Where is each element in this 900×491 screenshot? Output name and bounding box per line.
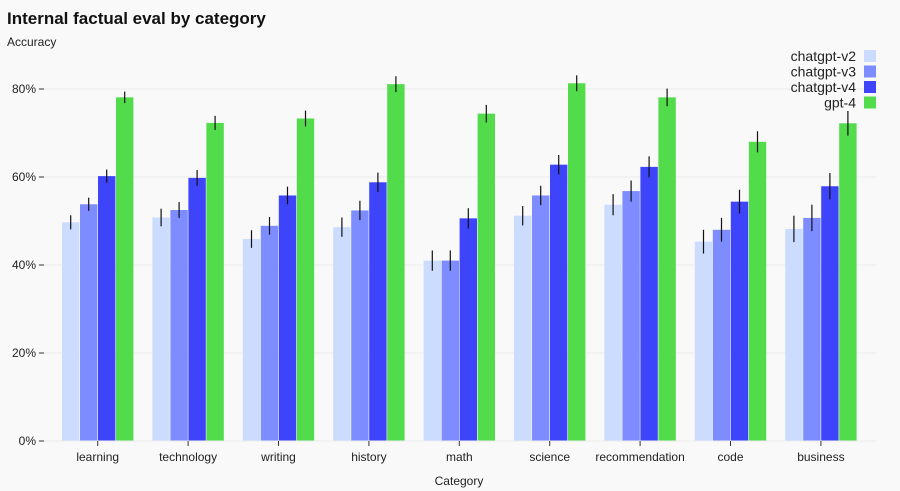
bar-chatgpt-v4-technology: [188, 177, 206, 441]
bar-chatgpt-v3-code: [712, 229, 731, 441]
error-bars: [70, 75, 849, 271]
bar-chatgpt-v2-history: [333, 227, 351, 441]
bar-chatgpt-v2-writing: [242, 239, 261, 441]
bar-chatgpt-v4-math: [459, 218, 477, 441]
legend-swatch-chatgpt-v4: [864, 81, 876, 93]
bar-chatgpt-v3-writing: [260, 225, 279, 441]
x-tick-label: history: [351, 450, 386, 464]
legend-swatch-chatgpt-v3: [864, 65, 876, 78]
bar-chatgpt-v4-writing: [278, 195, 297, 441]
x-tick-label: writing: [260, 450, 296, 464]
bar-chatgpt-v2-learning: [62, 222, 80, 441]
bar-gpt-4-business: [839, 123, 857, 441]
y-tick-label: 0%: [19, 434, 37, 448]
bar-gpt-4-recommendation: [658, 97, 676, 442]
bar-chatgpt-v3-learning: [80, 204, 98, 441]
legend-label-chatgpt-v2: chatgpt-v2: [791, 48, 857, 64]
legend-label-chatgpt-v4: chatgpt-v4: [791, 79, 857, 95]
bar-chatgpt-v2-math: [423, 260, 441, 441]
legend-swatch-chatgpt-v2: [864, 50, 876, 62]
bar-gpt-4-science: [568, 83, 586, 441]
bar-gpt-4-history: [387, 84, 405, 441]
bar-chatgpt-v3-history: [351, 210, 369, 441]
bar-chatgpt-v4-learning: [98, 176, 116, 441]
bar-chatgpt-v3-math: [441, 260, 459, 441]
x-axis-label: Category: [435, 474, 484, 488]
bar-chatgpt-v4-code: [730, 201, 749, 441]
legend-label-chatgpt-v3: chatgpt-v3: [791, 64, 857, 80]
bar-chatgpt-v2-business: [785, 228, 803, 441]
y-axis: 0% 20% 40% 60% 80%: [12, 82, 44, 448]
x-tick-label: business: [797, 450, 844, 464]
bar-chatgpt-v2-code: [694, 241, 713, 441]
y-tick-label: 40%: [12, 258, 36, 272]
x-tick-label: code: [717, 450, 743, 464]
chart-title: Internal factual eval by category: [7, 9, 266, 28]
x-tick-label: recommendation: [595, 450, 684, 464]
y-tick-label: 20%: [12, 346, 36, 360]
bar-chatgpt-v3-science: [532, 195, 550, 441]
y-tick-label: 80%: [12, 82, 36, 96]
x-tick-label: math: [446, 450, 473, 464]
x-axis: learning technology writing history math scie…: [44, 440, 876, 464]
bar-chatgpt-v4-history: [369, 182, 387, 441]
bar-chatgpt-v4-business: [821, 186, 839, 441]
bar-chatgpt-v2-science: [514, 215, 532, 441]
bar-chatgpt-v3-technology: [170, 210, 188, 441]
bar-chatgpt-v2-recommendation: [604, 204, 622, 441]
bar-gpt-4-writing: [296, 118, 315, 441]
y-axis-label: Accuracy: [7, 35, 57, 49]
y-tick-label: 60%: [12, 170, 36, 184]
bar-chatgpt-v3-recommendation: [622, 191, 640, 441]
legend-label-gpt-4: gpt-4: [824, 95, 856, 111]
x-tick-label: learning: [76, 450, 119, 464]
bar-gpt-4-technology: [206, 122, 224, 441]
bar-chatgpt-v4-recommendation: [640, 166, 658, 441]
x-tick-label: science: [529, 450, 570, 464]
bar-chatgpt-v4-science: [550, 164, 568, 441]
bar-gpt-4-code: [748, 141, 767, 442]
bars: [62, 83, 857, 442]
bar-chatgpt-v2-technology: [152, 217, 170, 441]
bar-gpt-4-learning: [116, 97, 134, 442]
legend-swatch-gpt-4: [864, 96, 876, 109]
bar-gpt-4-math: [477, 113, 495, 441]
x-tick-label: technology: [159, 450, 217, 464]
bar-chatgpt-v3-business: [803, 217, 821, 441]
